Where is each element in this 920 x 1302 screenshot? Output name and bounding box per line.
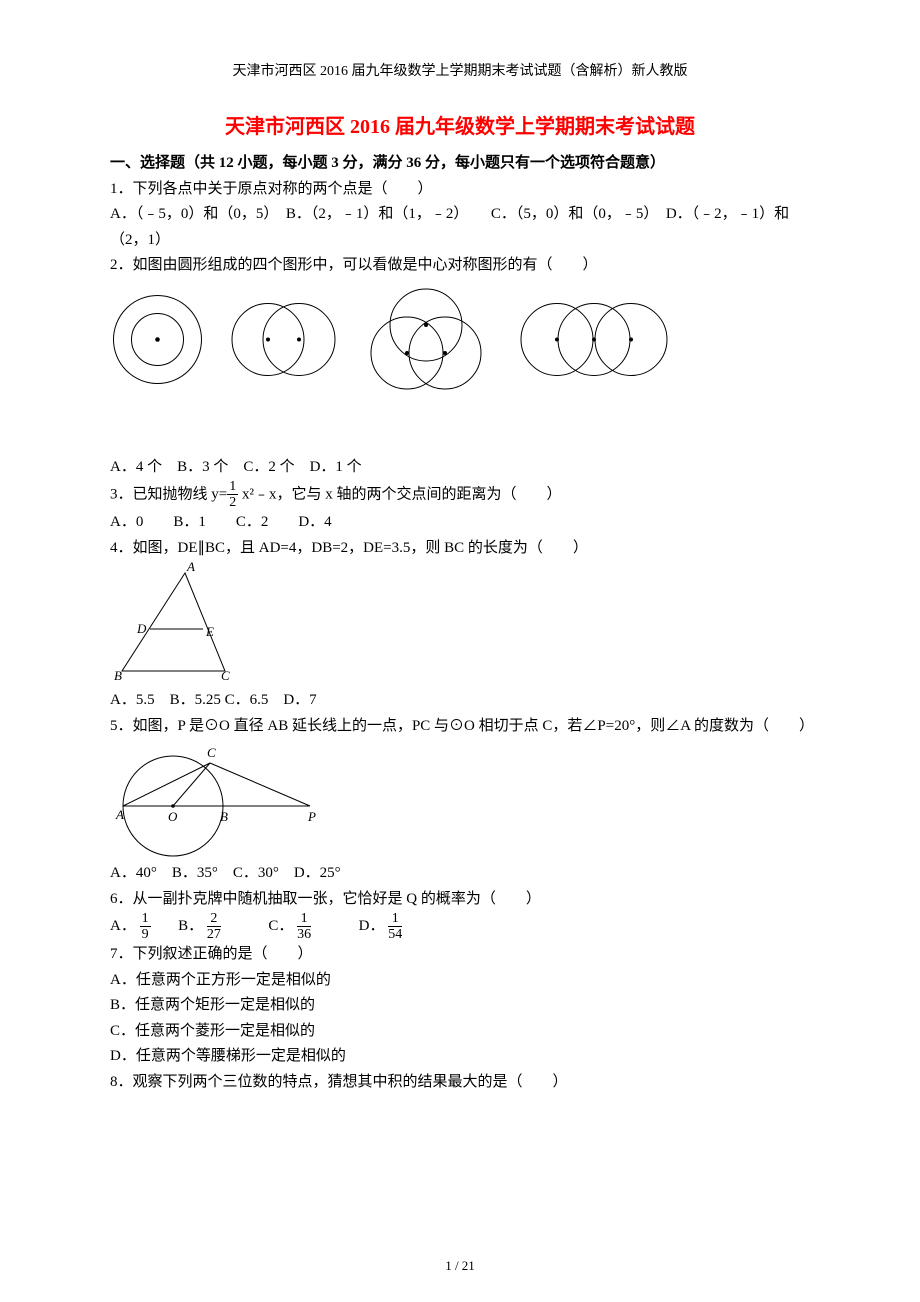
q4-figure: A D E B C	[110, 561, 250, 686]
q6-B-num: 2	[207, 912, 221, 927]
q2-fig-2	[223, 292, 343, 387]
running-header: 天津市河西区 2016 届九年级数学上学期期末考试试题（含解析）新人教版	[110, 60, 810, 80]
q6-D-num: 1	[388, 912, 402, 927]
q7-opt-A: A．任意两个正方形一定是相似的	[110, 968, 810, 994]
q2-fig-1	[110, 292, 205, 387]
q3-stem: 3．已知抛物线 y=12 x²﹣x，它与 x 轴的两个交点间的距离为（ ）	[110, 480, 810, 510]
q6-A-den: 9	[140, 927, 151, 942]
q6-opt-D-frac: 154	[388, 912, 402, 942]
q6-opt-D-label: D．	[359, 914, 385, 940]
document-title: 天津市河西区 2016 届九年级数学上学期期末考试试题	[110, 110, 810, 139]
q6-stem: 6．从一副扑克牌中随机抽取一张，它恰好是 Q 的概率为（ ）	[110, 887, 810, 913]
q2-fig-3	[361, 285, 491, 395]
q7-stem: 7．下列叙述正确的是（ ）	[110, 942, 810, 968]
svg-text:O: O	[168, 809, 178, 824]
svg-text:B: B	[114, 668, 122, 683]
q6-D-den: 54	[388, 927, 402, 942]
q3-frac-num: 1	[227, 480, 238, 495]
q3-pre: 3．已知抛物线 y=	[110, 486, 227, 502]
q3-fraction: 12	[227, 480, 238, 510]
q2-options: A．4 个 B．3 个 C．2 个 D．1 个	[110, 455, 810, 481]
q3-options: A．0 B．1 C．2 D．4	[110, 510, 810, 536]
q5-figure: A O B P C	[110, 739, 325, 859]
q6-opt-A-frac: 19	[140, 912, 151, 942]
q7-opt-C: C．任意两个菱形一定是相似的	[110, 1019, 810, 1045]
q8-stem: 8．观察下列两个三位数的特点，猜想其中积的结果最大的是（ ）	[110, 1070, 810, 1096]
q6-C-num: 1	[297, 912, 311, 927]
q6-opt-C-label: C．	[268, 914, 293, 940]
svg-text:C: C	[221, 668, 230, 683]
q5-stem: 5．如图，P 是⊙O 直径 AB 延长线上的一点，PC 与⊙O 相切于点 C，若…	[110, 714, 810, 740]
q6-B-den: 27	[207, 927, 221, 942]
q7-opt-D: D．任意两个等腰梯形一定是相似的	[110, 1044, 810, 1070]
svg-text:E: E	[205, 624, 214, 639]
q2-stem: 2．如图由圆形组成的四个图形中，可以看做是中心对称图形的有（ ）	[110, 253, 810, 279]
q1-stem: 1．下列各点中关于原点对称的两个点是（ ）	[110, 177, 810, 203]
q6-options: A． 19 B． 227 C． 136 D． 154	[110, 912, 810, 942]
section-1-heading: 一、选择题（共 12 小题，每小题 3 分，满分 36 分，每小题只有一个选项符…	[110, 151, 810, 177]
q3-frac-den: 2	[227, 495, 238, 510]
q6-C-den: 36	[297, 927, 311, 942]
svg-text:A: A	[186, 561, 195, 574]
q6-A-num: 1	[140, 912, 151, 927]
q6-opt-A-label: A．	[110, 914, 136, 940]
q4-stem: 4．如图，DE∥BC，且 AD=4，DB=2，DE=3.5，则 BC 的长度为（…	[110, 536, 810, 562]
svg-text:P: P	[307, 809, 316, 824]
q4-options: A．5.5 B．5.25 C．6.5 D．7	[110, 688, 810, 714]
q6-opt-B-label: B．	[178, 914, 203, 940]
q7-opt-B: B．任意两个矩形一定是相似的	[110, 993, 810, 1019]
svg-text:C: C	[207, 745, 216, 760]
q2-figures	[110, 285, 810, 395]
q5-options: A．40° B．35° C．30° D．25°	[110, 861, 810, 887]
page-number: 1 / 21	[0, 1258, 920, 1274]
page: 天津市河西区 2016 届九年级数学上学期期末考试试题（含解析）新人教版 天津市…	[0, 0, 920, 1302]
svg-text:B: B	[220, 809, 228, 824]
q3-post: x²﹣x，它与 x 轴的两个交点间的距离为（ ）	[238, 486, 561, 502]
q2-fig-4	[509, 292, 679, 387]
q6-opt-B-frac: 227	[207, 912, 221, 942]
q1-options: A．（﹣5，0）和（0，5） B．（2，﹣1）和（1，﹣2） C．（5，0）和（…	[110, 202, 810, 253]
svg-text:D: D	[136, 621, 147, 636]
svg-text:A: A	[115, 807, 124, 822]
q6-opt-C-frac: 136	[297, 912, 311, 942]
